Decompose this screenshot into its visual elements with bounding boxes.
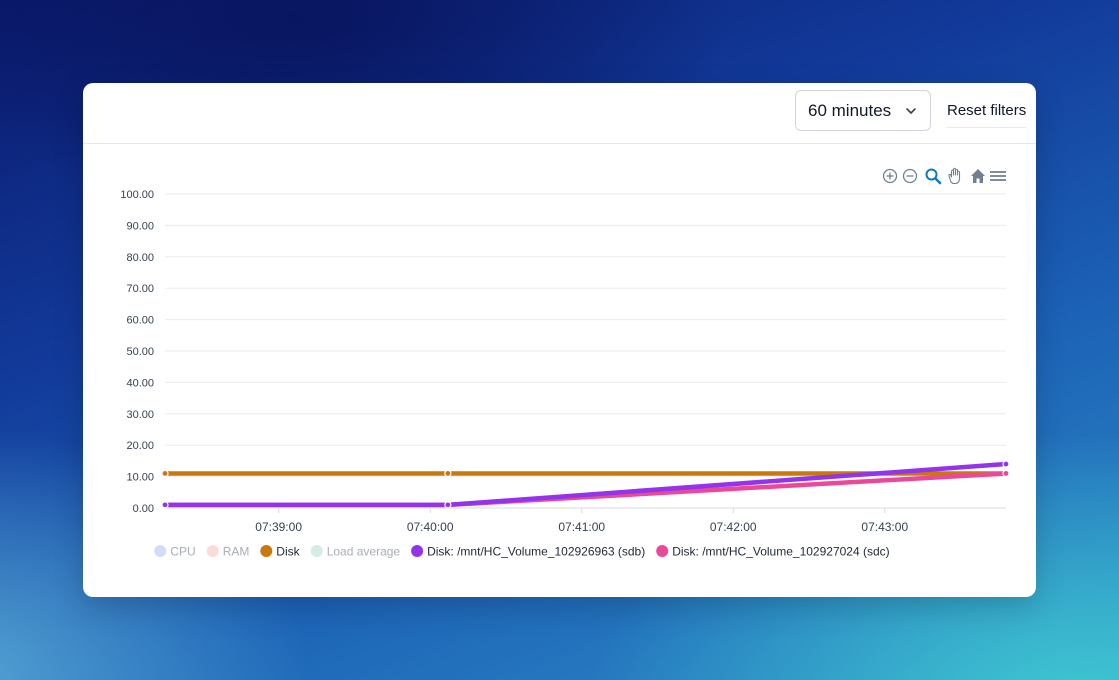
time-range-value: 60 minutes xyxy=(808,100,892,120)
monitoring-card: 60 minutes Reset filters 0.00 10.00 20.00 3… xyxy=(83,83,1036,597)
chart-legend: CPU RAM Disk Load average Disk: /mnt/HC_Volu… xyxy=(154,545,890,559)
legend-item-load[interactable]: Load average xyxy=(310,545,401,559)
pan-hand-icon[interactable] xyxy=(948,167,961,185)
legend-item-disk[interactable]: Disk xyxy=(260,545,301,559)
legend-label: Disk: /mnt/HC_Volume_102926963 (sdb) xyxy=(427,545,645,559)
reset-filters-button[interactable]: Reset filters xyxy=(947,102,1027,128)
data-point[interactable] xyxy=(1002,460,1010,468)
data-point[interactable] xyxy=(1002,469,1010,478)
y-tick-label: 10.00 xyxy=(126,472,154,484)
data-point[interactable] xyxy=(161,469,169,478)
zoom-out-icon[interactable] xyxy=(902,168,918,184)
x-tick-label: 07:39:00 xyxy=(255,520,302,534)
legend-marker xyxy=(154,545,167,557)
y-tick-label: 100.00 xyxy=(120,189,154,201)
y-tick-label: 50.00 xyxy=(126,346,154,358)
series-line-sdc xyxy=(162,471,1009,508)
y-tick-label: 20.00 xyxy=(126,440,154,452)
y-tick-label: 0.00 xyxy=(133,503,154,515)
y-tick-label: 60.00 xyxy=(126,315,154,327)
data-point[interactable] xyxy=(444,469,452,478)
home-reset-icon[interactable] xyxy=(971,169,985,183)
x-tick-label: 07:40:00 xyxy=(407,520,454,534)
legend-label: Disk: /mnt/HC_Volume_102927024 (sdc) xyxy=(672,545,889,559)
selection-zoom-icon[interactable] xyxy=(925,168,942,185)
y-tick-label: 90.00 xyxy=(126,220,154,232)
legend-item-cpu[interactable]: CPU xyxy=(154,545,196,559)
legend-marker xyxy=(656,545,669,557)
y-tick-label: 30.00 xyxy=(126,409,154,421)
data-point[interactable] xyxy=(444,501,452,509)
legend-marker xyxy=(310,545,323,557)
menu-icon[interactable] xyxy=(990,171,1006,181)
y-tick-label: 80.00 xyxy=(126,252,154,264)
legend-item-sdb[interactable]: Disk: /mnt/HC_Volume_102926963 (sdb) xyxy=(411,545,645,559)
legend-label: RAM xyxy=(223,545,250,559)
y-tick-label: 70.00 xyxy=(126,283,154,295)
legend-label: Disk xyxy=(276,545,300,559)
legend-marker xyxy=(206,545,219,557)
chevron-down-icon xyxy=(906,108,916,114)
x-tick-label: 07:41:00 xyxy=(558,520,605,534)
x-tick-label: 07:42:00 xyxy=(710,520,757,534)
zoom-in-icon[interactable] xyxy=(882,168,898,184)
time-range-select[interactable]: 60 minutes xyxy=(795,90,931,131)
metrics-chart: 0.00 10.00 20.00 30.00 40.00 50.00 60.00 70.00 8… xyxy=(83,144,1036,597)
y-tick-label: 40.00 xyxy=(126,377,154,389)
legend-label: Load average xyxy=(327,545,401,559)
data-point[interactable] xyxy=(161,501,169,509)
legend-marker xyxy=(411,545,424,557)
legend-marker xyxy=(260,545,273,557)
legend-item-ram[interactable]: RAM xyxy=(206,545,250,559)
legend-label: CPU xyxy=(170,545,195,559)
filter-toolbar: 60 minutes Reset filters xyxy=(83,83,1036,144)
chart-svg: 0.00 10.00 20.00 30.00 40.00 50.00 60.00 70.00 8… xyxy=(120,167,1010,559)
legend-item-sdc[interactable]: Disk: /mnt/HC_Volume_102927024 (sdc) xyxy=(656,545,890,559)
x-tick-label: 07:43:00 xyxy=(861,520,908,534)
